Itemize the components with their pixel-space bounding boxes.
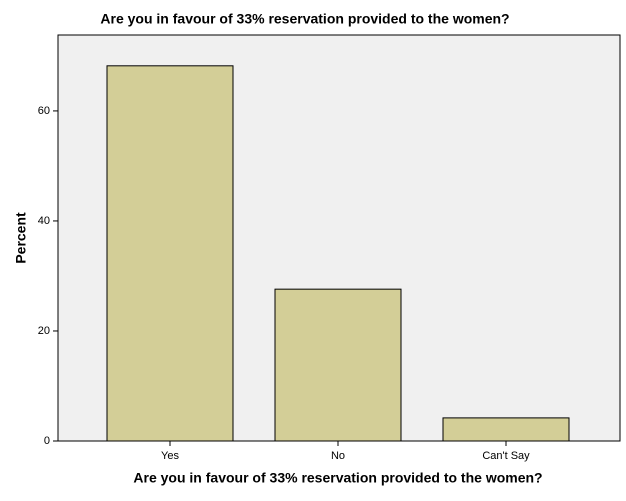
x-tick-label: Yes	[161, 450, 179, 462]
bar	[274, 288, 402, 442]
y-axis-label: Percent	[13, 212, 29, 264]
y-tick-label: 0	[44, 435, 50, 447]
x-axis-label: Are you in favour of 33% reservation pro…	[133, 470, 542, 486]
bar	[106, 65, 234, 442]
x-tick-label: Can't Say	[482, 450, 530, 462]
chart-title: Are you in favour of 33% reservation pro…	[100, 11, 509, 27]
bar	[442, 417, 570, 442]
x-tick-label: No	[331, 450, 345, 462]
y-tick-label: 60	[38, 105, 50, 117]
y-tick-label: 20	[38, 325, 50, 337]
y-tick-label: 40	[38, 215, 50, 227]
